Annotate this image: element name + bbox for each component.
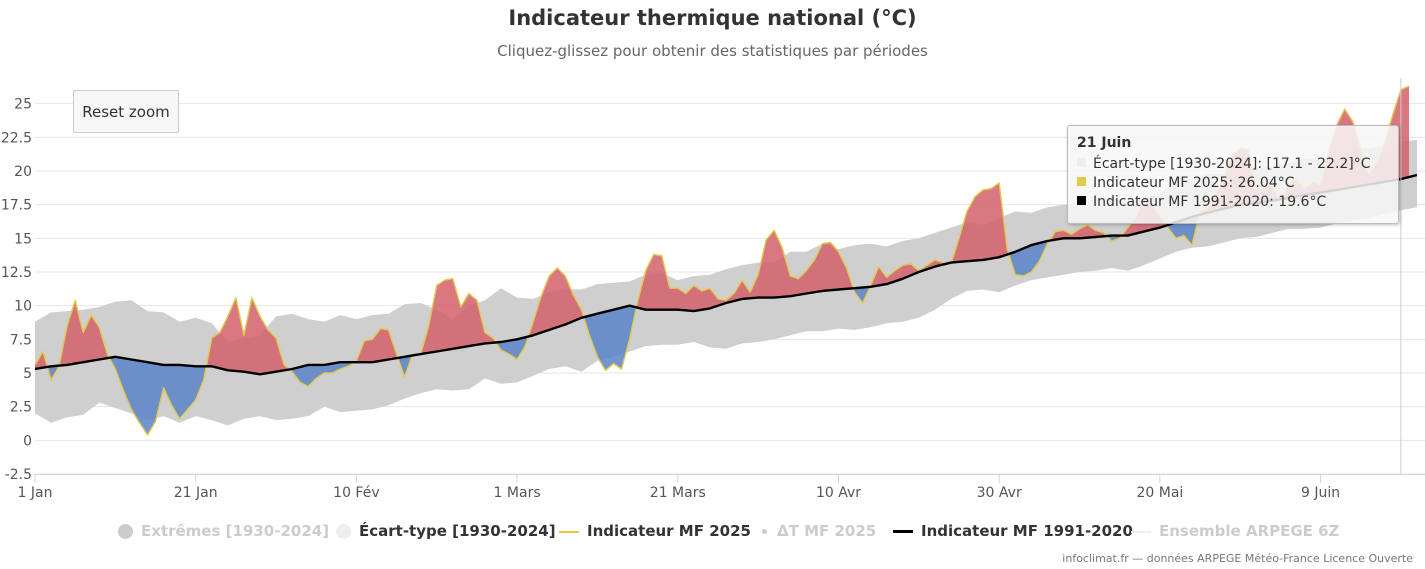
x-tick-label: 1 Mars [494, 485, 541, 501]
y-axis-ticks: -2.5 0 2.5 5 7.5 10 12.5 15 17.5 20 22.5 25 [1, 97, 32, 483]
x-tick-label: 21 Jan [174, 485, 218, 501]
tooltip-swatch [1077, 196, 1086, 205]
legend-item-mf-1991-2020[interactable]: Indicateur MF 1991-2020 [893, 522, 1133, 540]
legend-label: Extrêmes [1930-2024] [141, 522, 330, 540]
y-tick-label: 15 [14, 231, 32, 247]
legend-symbol-line [1131, 530, 1151, 533]
y-tick-label: 2.5 [10, 400, 32, 416]
legend-symbol-line [559, 530, 579, 533]
tooltip-date: 21 Juin [1077, 135, 1132, 151]
y-tick-label: 7.5 [10, 332, 32, 348]
legend-label: Indicateur MF 2025 [587, 522, 751, 540]
tooltip-row-mf-2025: Indicateur MF 2025: 26.04°C [1077, 175, 1294, 191]
legend-item-delta-t[interactable]: ΔT MF 2025 [758, 522, 876, 540]
tooltip-row-label: Indicateur MF 1991-2020: 19.6°C [1093, 194, 1327, 210]
x-tick-label: 10 Fév [333, 485, 379, 501]
legend-item-mf-2025[interactable]: Indicateur MF 2025 [559, 522, 751, 540]
x-tick-label: 21 Mars [650, 485, 706, 501]
y-tick-label: 12.5 [1, 265, 32, 281]
chart-subtitle: Cliquez-glissez pour obtenir des statist… [497, 42, 928, 60]
legend-item-extremes[interactable]: Extrêmes [1930-2024] [118, 522, 329, 540]
legend-item-arpege[interactable]: Ensemble ARPEGE 6Z [1131, 522, 1339, 540]
legend-item-ecart-type[interactable]: Écart-type [1930-2024] [336, 522, 556, 540]
legend-symbol-circle [118, 524, 133, 539]
x-tick-label: 20 Mai [1136, 485, 1183, 501]
y-tick-label: 25 [14, 97, 32, 113]
tooltip-row-label: Écart-type [1930-2024]: [17.1 - 22.2]°C [1093, 156, 1371, 172]
mf-2025-line [35, 85, 1410, 436]
x-tick-label: 1 Jan [18, 485, 53, 501]
reset-zoom-button[interactable]: Reset zoom [73, 90, 179, 133]
chart-title: Indicateur thermique national (°C) [508, 6, 917, 30]
y-tick-label: 0 [23, 433, 32, 449]
credits-text[interactable]: infoclimat.fr — données ARPEGE Météo-Fra… [1062, 552, 1413, 565]
x-tick-label: 30 Avr [977, 485, 1022, 501]
tooltip-swatch [1077, 158, 1086, 167]
legend-symbol-circle [336, 524, 351, 539]
legend: Extrêmes [1930-2024] Écart-type [1930-20… [0, 522, 1425, 544]
y-tick-label: -2.5 [5, 467, 32, 483]
tooltip-row-ecart-type: Écart-type [1930-2024]: [17.1 - 22.2]°C [1077, 156, 1371, 172]
legend-symbol-dot [762, 529, 767, 534]
legend-label: Ensemble ARPEGE 6Z [1159, 522, 1340, 540]
x-axis: 1 Jan 21 Jan 10 Fév 1 Mars 21 Mars 10 Avr 30 A… [18, 474, 1425, 501]
legend-label: Indicateur MF 1991-2020 [921, 522, 1133, 540]
y-tick-label: 17.5 [1, 198, 32, 214]
y-tick-label: 20 [14, 164, 32, 180]
tooltip-row-mf-1991-2020: Indicateur MF 1991-2020: 19.6°C [1077, 194, 1326, 210]
warm-anomaly-group [35, 86, 1409, 375]
legend-label: ΔT MF 2025 [777, 522, 877, 540]
y-tick-label: 5 [23, 366, 32, 382]
y-tick-label: 10 [14, 299, 32, 315]
warm-anomaly-area [35, 86, 1409, 375]
legend-symbol-line [893, 530, 913, 533]
legend-label: Écart-type [1930-2024] [359, 522, 556, 540]
x-tick-label: 10 Avr [816, 485, 861, 501]
x-tick-label: 9 Juin [1301, 485, 1340, 501]
tooltip-swatch [1077, 177, 1086, 186]
y-tick-label: 22.5 [1, 130, 32, 146]
tooltip: 21 Juin Écart-type [1930-2024]: [17.1 - … [1067, 125, 1399, 224]
tooltip-row-label: Indicateur MF 2025: 26.04°C [1093, 175, 1295, 191]
